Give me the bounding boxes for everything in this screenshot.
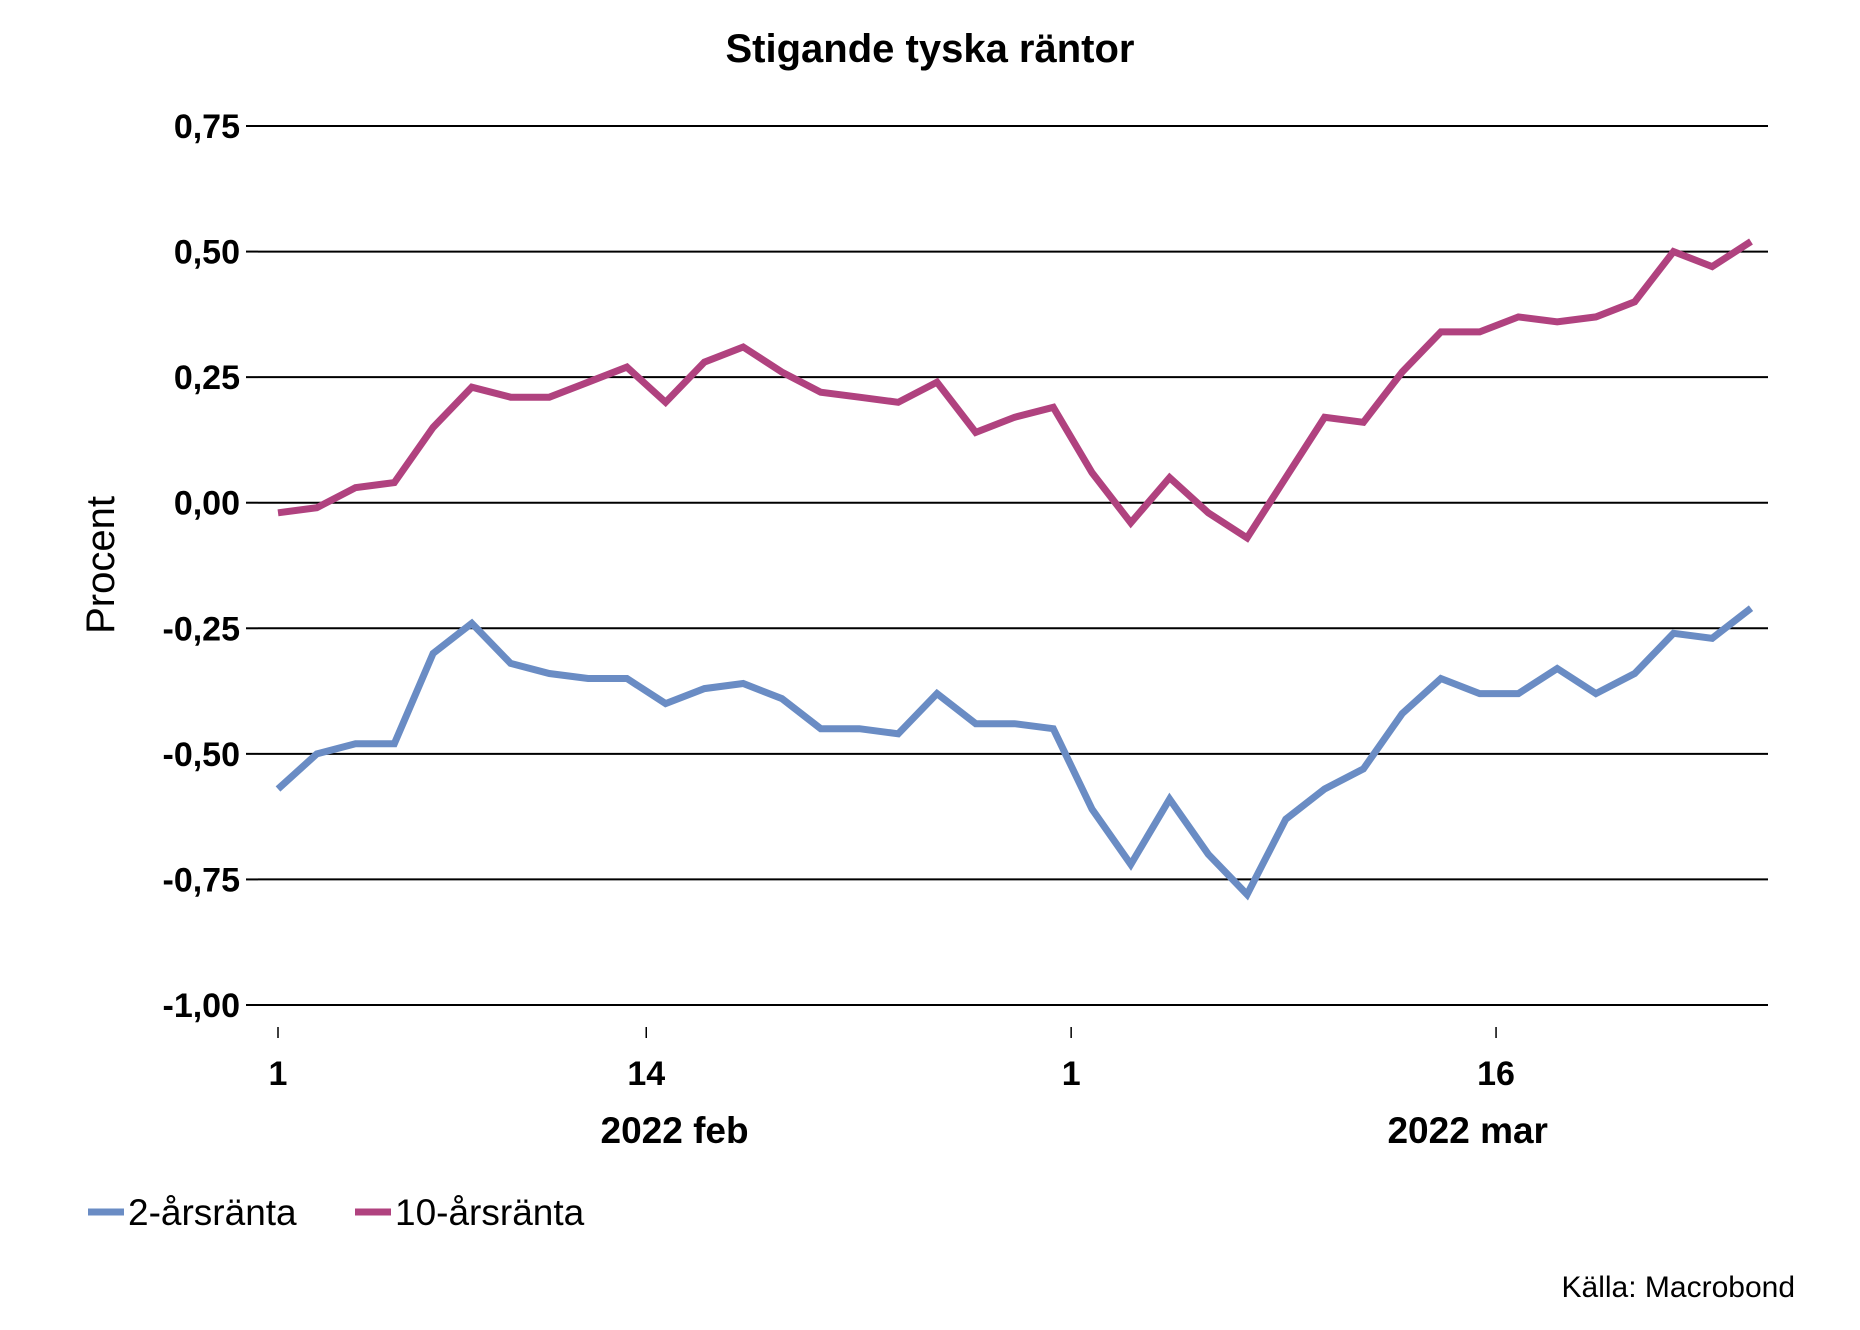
- gridlines: [258, 125, 1768, 1006]
- x-tick-label: 16: [1477, 1055, 1515, 1093]
- legend-label-10yr: 10-årsränta: [395, 1192, 585, 1233]
- source-note: Källa: Macrobond: [1562, 1271, 1795, 1304]
- y-tick-label: -0,75: [163, 861, 241, 899]
- x-tick-label: 1: [1062, 1055, 1081, 1093]
- y-tick-label: 0,00: [174, 485, 240, 523]
- y-axis-label: Procent: [79, 496, 123, 634]
- x-tick-label: 14: [627, 1055, 665, 1093]
- y-tick-label: 0,25: [174, 359, 240, 397]
- month-label: 2022 feb: [601, 1110, 749, 1151]
- legend: 2-årsränta 10-årsränta: [88, 1192, 585, 1233]
- series-line-10yr: [277, 238, 1753, 543]
- y-axis-ticks: 0,75 0,50 0,25 0,00 -0,25 -0,50 -0,75 -1,00: [163, 108, 258, 1025]
- y-tick-label: 0,50: [174, 234, 240, 272]
- y-tick-label: -0,25: [163, 610, 241, 648]
- series-lines: [275, 238, 1754, 901]
- x-tick-label: 1: [269, 1055, 288, 1093]
- y-tick-label: -1,00: [163, 987, 241, 1025]
- chart-title: Stigande tyska räntor: [725, 27, 1134, 71]
- series-line-2yr: [275, 605, 1754, 901]
- month-label: 2022 mar: [1387, 1110, 1547, 1151]
- x-axis: 1 14 1 16 2022 feb 2022 mar: [269, 1027, 1548, 1151]
- legend-label-2yr: 2-årsränta: [128, 1192, 297, 1233]
- y-tick-label: 0,75: [174, 108, 240, 146]
- y-tick-label: -0,50: [163, 736, 241, 774]
